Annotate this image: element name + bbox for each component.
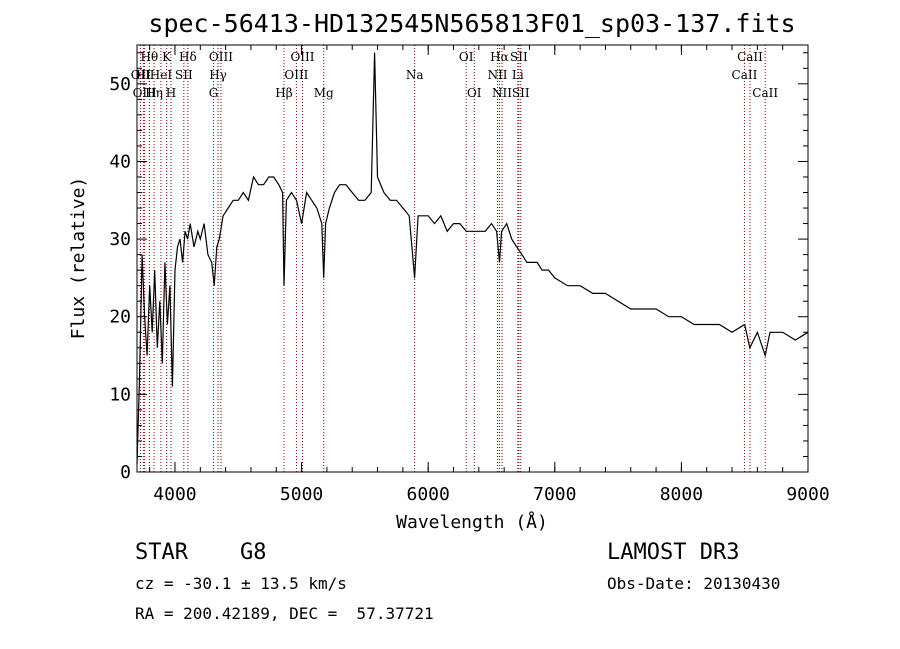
object-subclass: G8 <box>240 540 267 565</box>
y-tick-label-4: 40 <box>109 151 131 172</box>
line-label-8: H <box>166 86 176 100</box>
line-label-9: Hδ <box>179 50 197 64</box>
x-tick-label-3: 7000 <box>533 484 576 505</box>
survey-name: LAMOST DR3 <box>607 540 740 565</box>
line-label-4: Hη <box>145 86 163 100</box>
line-label-5: HeI <box>150 68 173 82</box>
line-label-21: SII <box>510 50 528 64</box>
chart-title: spec-56413-HD132545N565813F01_sp03-137.f… <box>148 9 795 38</box>
line-label-17: Na <box>406 68 424 82</box>
plot-frame <box>136 44 809 473</box>
line-label-20: Hα <box>490 50 509 64</box>
line-label-14: OIII <box>284 68 308 82</box>
x-axis: 4000 5000 6000 7000 8000 9000 <box>149 45 830 505</box>
y-tick-label-5: 50 <box>109 74 131 95</box>
x-axis-label: Wavelength (Å) <box>396 511 548 533</box>
y-axis-label: Flux (relative) <box>68 177 89 340</box>
redshift-velocity: cz = -30.1 ± 13.5 km/s <box>135 574 347 593</box>
line-label-15: Hβ <box>275 86 292 100</box>
spectrum-line <box>136 52 809 465</box>
line-label-25: SII <box>512 86 530 100</box>
y-tick-label-1: 10 <box>109 384 131 405</box>
x-tick-label-0: 4000 <box>153 484 196 505</box>
line-label-3: OIII <box>133 86 157 100</box>
x-tick-label-5: 9000 <box>786 484 829 505</box>
observation-date: Obs-Date: 20130430 <box>607 574 781 593</box>
line-label-24: NII <box>492 86 512 100</box>
line-label-13: OIII <box>290 50 314 64</box>
y-tick-label-2: 20 <box>109 307 131 328</box>
line-label-7: SII <box>175 68 193 82</box>
line-label-12: G <box>209 86 219 100</box>
line-label-26: CaII <box>737 50 763 64</box>
x-tick-label-1: 5000 <box>280 484 323 505</box>
object-class: STAR <box>135 540 188 565</box>
y-axis: 0 10 20 30 40 50 <box>109 52 808 483</box>
spectral-line-markers <box>139 45 766 472</box>
line-label-6: K <box>162 50 172 64</box>
line-label-16: Mg <box>314 86 334 100</box>
line-label-23: Li <box>512 68 524 82</box>
y-tick-label-0: 0 <box>120 462 131 483</box>
x-tick-label-2: 6000 <box>407 484 450 505</box>
line-label-28: CaII <box>752 86 778 100</box>
line-label-10: OIII <box>209 50 233 64</box>
line-label-1: OII <box>131 68 151 82</box>
line-label-0: Hθ <box>141 50 159 64</box>
y-tick-label-3: 30 <box>109 229 131 250</box>
line-label-22: NII <box>488 68 508 82</box>
line-label-27: CaII <box>732 68 758 82</box>
coordinates: RA = 200.42189, DEC = 57.37721 <box>135 604 434 623</box>
x-tick-label-4: 8000 <box>660 484 703 505</box>
line-label-19: OI <box>467 86 482 100</box>
line-label-2: HI <box>136 68 151 82</box>
line-label-18: OI <box>459 50 474 64</box>
line-label-11: Hγ <box>209 68 227 82</box>
